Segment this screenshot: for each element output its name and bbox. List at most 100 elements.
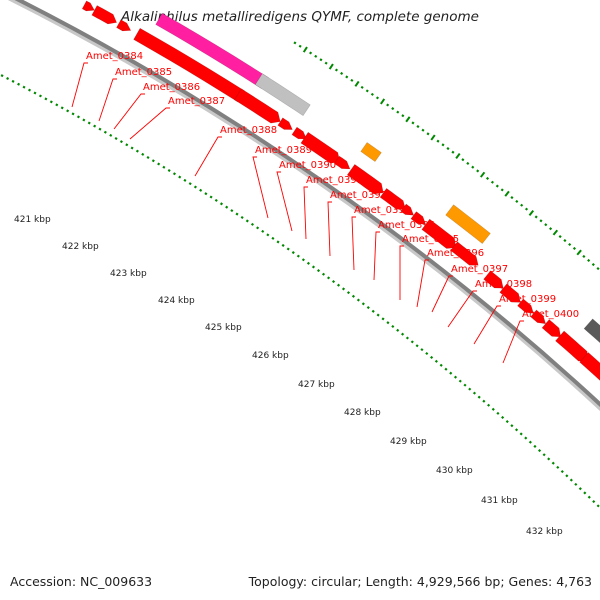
gene-label: Amet_0387 <box>168 96 225 107</box>
gene-arrow <box>555 330 589 362</box>
tick-mark <box>568 242 572 247</box>
gene-label: Amet_0395 <box>402 234 459 245</box>
tick-mark <box>316 269 321 273</box>
tick-mark <box>301 258 305 262</box>
tick-mark <box>514 428 519 432</box>
tick-mark <box>524 207 529 211</box>
tick-mark <box>451 150 455 154</box>
tick-mark <box>446 146 450 151</box>
tick-mark <box>466 161 470 165</box>
tick-mark <box>569 478 573 482</box>
tick-mark <box>449 371 453 375</box>
tick-mark <box>276 240 280 244</box>
tick-mark <box>360 85 364 89</box>
tick-mark <box>151 159 155 163</box>
tick-mark <box>425 351 429 356</box>
tick-mark <box>549 227 553 231</box>
tick-mark <box>336 283 341 287</box>
tick-mark <box>441 143 445 147</box>
gene-label: Amet_0398 <box>475 279 532 290</box>
gene-label-leader <box>416 259 429 308</box>
tick-mark <box>98 127 102 131</box>
tick-mark <box>235 212 239 216</box>
gene-arrow <box>346 163 384 195</box>
inner-tick-ring <box>0 74 600 508</box>
tick-mark <box>354 80 360 87</box>
tick-mark <box>324 61 328 65</box>
tick-mark <box>534 215 538 219</box>
scale-label: 425 kbp <box>205 323 242 333</box>
tick-mark <box>500 188 504 192</box>
tick-mark <box>146 156 150 160</box>
tick-mark <box>245 219 249 223</box>
tick-mark <box>350 78 354 82</box>
gene-label-leader <box>252 156 269 219</box>
gene-arrow <box>483 270 504 289</box>
tick-mark <box>311 265 316 269</box>
backbone <box>14 0 600 408</box>
tick-mark <box>426 132 430 136</box>
tick-mark <box>587 258 591 263</box>
tick-mark <box>391 107 395 111</box>
gene-label: Amet_0396 <box>427 248 484 259</box>
tick-mark <box>551 461 555 465</box>
tick-mark <box>230 209 234 213</box>
tick-mark <box>439 363 443 367</box>
gene-arrow <box>410 211 427 225</box>
tick-mark <box>558 235 562 239</box>
tick-mark <box>563 238 567 243</box>
tick-mark <box>472 391 477 395</box>
gene-label-leader <box>473 305 501 345</box>
gene-label-leader <box>113 93 145 130</box>
tick-mark <box>410 340 414 344</box>
tick-mark <box>114 137 118 141</box>
tick-mark <box>331 280 336 284</box>
tick-mark <box>261 229 265 233</box>
tick-mark <box>11 79 15 83</box>
tick-mark <box>556 465 560 469</box>
gene-label-leader <box>303 186 308 240</box>
tick-mark <box>461 158 465 162</box>
tick-mark <box>436 139 440 143</box>
scale-label: 426 kbp <box>252 351 289 361</box>
tick-mark <box>125 143 129 147</box>
accession-label: Accession: NC_009633 <box>10 574 153 589</box>
tick-mark <box>542 453 546 457</box>
tick-mark <box>293 41 297 45</box>
tick-mark <box>371 309 375 313</box>
tick-mark <box>314 54 318 58</box>
tick-mark <box>188 182 192 186</box>
gene-label: Amet_0384 <box>86 51 143 62</box>
gene-label-leader <box>399 245 404 300</box>
tick-mark <box>524 436 528 440</box>
tick-mark <box>6 77 10 80</box>
gene-arrow <box>421 218 457 249</box>
tick-mark <box>416 125 420 129</box>
gene-label-leader <box>327 201 332 257</box>
tick-mark <box>281 243 285 247</box>
tick-mark <box>76 115 80 119</box>
tick-mark <box>434 359 438 363</box>
tick-mark <box>209 195 213 199</box>
tick-mark <box>361 302 365 306</box>
tick-mark <box>415 344 419 348</box>
tick-mark <box>453 375 458 379</box>
tick-mark <box>0 74 4 78</box>
tick-mark <box>38 94 42 98</box>
tick-mark <box>565 474 569 478</box>
tick-mark <box>583 491 587 495</box>
tick-mark <box>420 348 424 352</box>
tick-mark <box>405 336 409 340</box>
tick-mark <box>592 499 596 504</box>
tick-mark <box>71 112 75 116</box>
tick-mark <box>87 121 91 125</box>
topology-label: Topology: circular; Length: 4,929,566 bp… <box>248 574 592 589</box>
tick-mark <box>321 272 326 276</box>
tick-mark <box>591 262 595 267</box>
gene-label-leader <box>276 171 293 232</box>
gene-label-leader <box>502 320 524 364</box>
tick-mark <box>240 215 244 220</box>
tick-mark <box>458 379 462 383</box>
tick-mark <box>547 457 551 461</box>
tick-mark <box>49 100 53 104</box>
